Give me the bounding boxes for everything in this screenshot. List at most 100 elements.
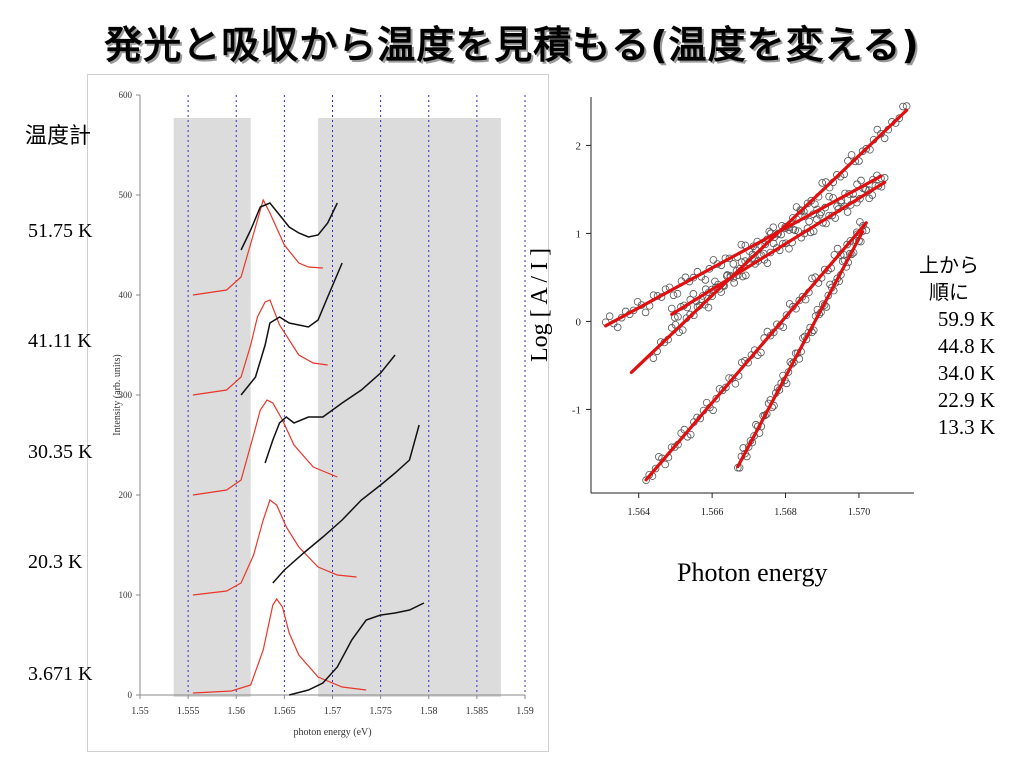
data-point bbox=[722, 383, 730, 392]
data-point bbox=[709, 406, 717, 415]
x-tick-label: 1.555 bbox=[177, 706, 200, 717]
data-point bbox=[847, 151, 856, 159]
data-point bbox=[833, 244, 842, 253]
legend-value: 13.3 K bbox=[937, 415, 995, 439]
data-point bbox=[782, 311, 791, 319]
data-point bbox=[649, 354, 658, 362]
data-point bbox=[797, 206, 805, 215]
data-point bbox=[816, 211, 824, 219]
legend-value: 59.9 K bbox=[937, 307, 995, 331]
data-point bbox=[791, 226, 799, 235]
x-tick-label: 1.565 bbox=[273, 706, 296, 717]
page-title: 発光と吸収から温度を見積もる(温度を変える) bbox=[104, 23, 920, 67]
data-point bbox=[873, 125, 882, 134]
absorption-curve bbox=[288, 602, 425, 696]
data-point bbox=[862, 144, 871, 153]
data-point bbox=[661, 460, 670, 469]
y-tick-label: 0 bbox=[576, 316, 582, 328]
x-tick-label: 1.570 bbox=[848, 507, 871, 518]
data-point bbox=[811, 200, 819, 208]
temperature-label: 41.11 K bbox=[28, 330, 92, 352]
emission-curve bbox=[192, 597, 367, 694]
data-point bbox=[730, 279, 738, 287]
absorption-curve bbox=[264, 354, 396, 464]
data-point bbox=[673, 289, 682, 298]
emission-curve bbox=[192, 399, 338, 496]
data-point bbox=[651, 464, 660, 473]
emission-curve bbox=[192, 198, 323, 296]
data-point bbox=[880, 134, 889, 143]
data-point bbox=[671, 320, 680, 329]
y-axis-label: Intensity (arb. units) bbox=[112, 354, 123, 435]
data-point bbox=[613, 323, 622, 332]
absorption-curve bbox=[240, 262, 343, 396]
data-point bbox=[843, 208, 852, 216]
legend-heading-line: 上から bbox=[919, 253, 979, 277]
data-point bbox=[818, 179, 827, 187]
data-point bbox=[642, 476, 650, 485]
data-point bbox=[877, 130, 885, 138]
fit-line bbox=[644, 221, 868, 482]
emission-curve bbox=[192, 499, 357, 596]
data-point bbox=[678, 326, 687, 334]
x-tick-label: 1.59 bbox=[516, 706, 534, 717]
emission-curve bbox=[192, 299, 328, 396]
fit-line bbox=[670, 180, 887, 316]
legend-value: 22.9 K bbox=[937, 388, 995, 412]
y-tick-label: 1 bbox=[576, 228, 582, 240]
data-point bbox=[857, 176, 865, 185]
x-tick-label: 1.55 bbox=[131, 706, 149, 717]
y-tick-label: 600 bbox=[119, 90, 133, 100]
legend-value: 34.0 K bbox=[937, 361, 995, 385]
data-point bbox=[674, 312, 682, 321]
data-point bbox=[789, 214, 797, 222]
data-point bbox=[757, 348, 765, 357]
log-chart-xlabel: Photon energy bbox=[677, 558, 828, 587]
data-point bbox=[669, 291, 678, 300]
data-point bbox=[712, 394, 721, 403]
y-tick-label: 0 bbox=[128, 690, 133, 700]
temperature-legend: 上から 順に 59.9 K 44.8 K 34.0 K 22.9 K 13.3 … bbox=[903, 252, 995, 441]
y-tick-label: -1 bbox=[572, 404, 581, 416]
thermometer-label: 温度計 bbox=[25, 124, 92, 149]
temperature-label: 30.35 K bbox=[28, 441, 93, 463]
data-point bbox=[605, 312, 614, 321]
x-tick-label: 1.564 bbox=[627, 507, 650, 518]
data-point bbox=[808, 274, 816, 283]
data-point bbox=[737, 240, 746, 249]
y-tick-label: 2 bbox=[576, 140, 582, 152]
x-axis-label: photon energy (eV) bbox=[293, 727, 371, 738]
fit-line bbox=[629, 108, 909, 375]
data-point bbox=[741, 271, 750, 280]
data-point bbox=[779, 323, 788, 332]
x-tick-label: 1.566 bbox=[701, 507, 724, 518]
legend-heading-line: 順に bbox=[929, 280, 969, 304]
x-tick-label: 1.58 bbox=[420, 706, 438, 717]
x-tick-label: 1.585 bbox=[466, 706, 489, 717]
temperature-label: 20.3 K bbox=[28, 551, 83, 573]
absorption-curve bbox=[240, 202, 338, 251]
temperature-label: 3.671 K bbox=[28, 663, 93, 685]
absorption-curve bbox=[272, 424, 420, 584]
x-tick-label: 1.568 bbox=[774, 507, 797, 518]
data-point bbox=[729, 260, 738, 268]
data-point bbox=[785, 244, 793, 253]
shaded-region bbox=[173, 118, 251, 697]
data-point bbox=[686, 430, 695, 439]
data-point bbox=[708, 292, 716, 301]
fit-line bbox=[736, 230, 865, 469]
data-point bbox=[763, 259, 772, 267]
data-point bbox=[641, 308, 650, 317]
data-point bbox=[899, 102, 907, 111]
y-tick-label: 100 bbox=[119, 590, 133, 600]
data-point bbox=[701, 276, 710, 284]
data-point bbox=[805, 217, 813, 226]
y-tick-label: 200 bbox=[119, 490, 133, 500]
x-tick-label: 1.56 bbox=[228, 706, 246, 717]
fit-line bbox=[604, 174, 883, 328]
data-point bbox=[825, 192, 833, 201]
data-point bbox=[765, 227, 774, 236]
legend-value: 44.8 K bbox=[937, 334, 995, 358]
